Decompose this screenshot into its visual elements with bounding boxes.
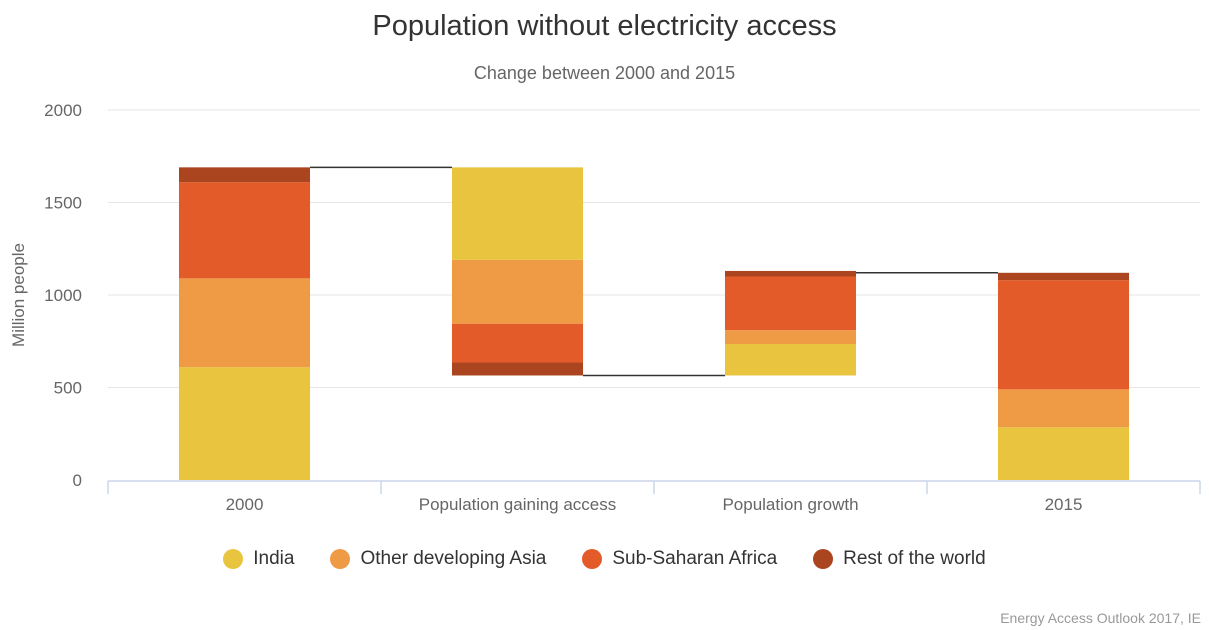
chart-title: Population without electricity access [372, 10, 837, 42]
bar-segment[interactable] [997, 427, 1130, 480]
legend-swatch [223, 549, 244, 569]
bar-segment[interactable] [724, 276, 857, 331]
bar-segment[interactable] [178, 278, 311, 368]
legend-swatch [813, 549, 834, 569]
legend-item-other-developing-asia[interactable]: Other developing Asia [330, 548, 546, 570]
legend-label: Rest of the world [843, 548, 986, 569]
x-tick-label: Population gaining access [419, 495, 617, 514]
bar-segment[interactable] [451, 362, 584, 376]
legend-swatch [330, 549, 351, 569]
legend-label: India [253, 548, 295, 569]
legend-item-rest-of-the-world[interactable]: Rest of the world [813, 548, 986, 570]
y-tick-label: 500 [54, 379, 82, 398]
legend-item-sub-saharan-africa[interactable]: Sub-Saharan Africa [582, 548, 777, 570]
bar-segment[interactable] [724, 344, 857, 376]
y-tick-label: 1500 [44, 194, 82, 213]
x-tick-label: 2000 [226, 495, 264, 514]
legend-label: Other developing Asia [360, 548, 547, 569]
bar-segment[interactable] [997, 280, 1130, 390]
chart-subtitle: Change between 2000 and 2015 [473, 63, 736, 83]
bar-segment[interactable] [451, 323, 584, 363]
bar-segment[interactable] [178, 182, 311, 279]
y-tick-label: 2000 [44, 101, 82, 120]
x-tick-label: 2015 [1045, 495, 1083, 514]
bar-segment[interactable] [178, 367, 311, 480]
bar-segment[interactable] [724, 270, 857, 277]
y-tick-label: 0 [73, 471, 82, 490]
bar-segment[interactable] [997, 272, 1130, 281]
chart-plot: Million people 0 500 1000 1500 2000 2000 Popul… [9, 101, 1201, 514]
bar-segment[interactable] [451, 167, 584, 260]
bar-segment[interactable] [724, 330, 857, 345]
y-tick-label: 1000 [44, 286, 82, 305]
legend-label: Sub-Saharan Africa [612, 548, 778, 569]
legend: India Other developing Asia Sub-Saharan … [0, 548, 1209, 570]
source-credit: Energy Access Outlook 2017, IE [1000, 610, 1201, 626]
legend-swatch [582, 549, 603, 569]
y-axis-label: Million people [9, 243, 28, 347]
x-tick-label: Population growth [722, 495, 858, 514]
bar-segment[interactable] [178, 167, 311, 183]
bar-segment[interactable] [451, 259, 584, 324]
bar-segment[interactable] [997, 389, 1130, 428]
legend-item-india[interactable]: India [223, 548, 294, 570]
